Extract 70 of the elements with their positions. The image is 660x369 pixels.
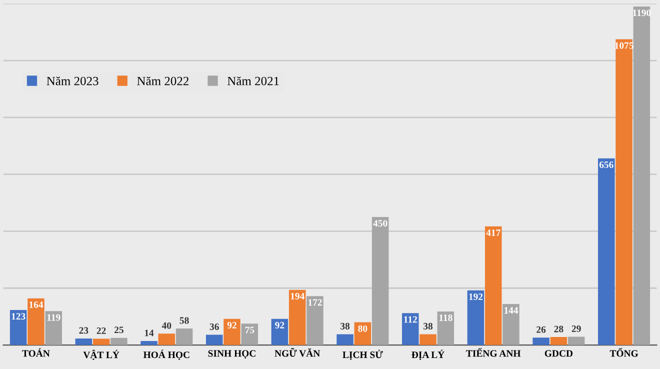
data-label: 36 (210, 323, 219, 330)
data-label: 123 (12, 313, 26, 320)
bar (550, 337, 568, 346)
data-label: 118 (439, 314, 452, 322)
bar (306, 296, 324, 346)
bar (336, 334, 354, 346)
bar (140, 341, 158, 346)
data-label: 26 (536, 326, 546, 333)
bar (176, 328, 193, 346)
bar (502, 304, 520, 346)
data-label: 656 (599, 162, 614, 168)
bar (420, 334, 436, 346)
bar (532, 338, 550, 346)
x-tick-label: VẬT LÝ (83, 350, 120, 360)
x-tick-label: NGỮ VĂN (274, 348, 320, 357)
bar (92, 338, 110, 346)
data-label: 25 (114, 326, 124, 334)
data-label: 112 (404, 316, 417, 323)
data-label: 38 (424, 322, 433, 330)
data-label: 172 (308, 299, 322, 306)
data-label: 80 (358, 325, 368, 332)
data-label: 28 (554, 326, 564, 332)
bar (467, 290, 484, 346)
bar (110, 338, 128, 346)
data-label: 58 (180, 317, 189, 324)
bar (241, 324, 258, 346)
bar (75, 338, 92, 346)
data-label: 192 (469, 293, 483, 300)
bar (288, 290, 306, 346)
bar (598, 158, 615, 346)
bar (45, 311, 62, 346)
x-tick-label: TIẾNG ANH (466, 348, 521, 357)
legend-label: Năm 2021 (227, 76, 279, 86)
data-label: 164 (29, 301, 44, 308)
data-label: 23 (79, 327, 88, 334)
bar (10, 310, 27, 346)
data-label: 38 (340, 322, 350, 330)
x-tick-label: ĐỊA LÝ (412, 350, 444, 360)
x-tick-label: SINH HỌC (208, 350, 256, 359)
data-label: 40 (162, 322, 172, 329)
bar (372, 217, 389, 346)
bar (568, 336, 585, 346)
data-label: 75 (245, 326, 254, 334)
bar (616, 39, 632, 346)
legend-label: Năm 2022 (137, 76, 188, 86)
data-label: 144 (504, 307, 518, 314)
data-label: 22 (96, 327, 106, 334)
x-tick-label: LỊCH SỬ (342, 350, 383, 360)
x-tick-label: TOÁN (22, 348, 50, 357)
bar (158, 334, 176, 346)
bar (206, 334, 223, 346)
bar (633, 6, 650, 346)
data-label: 450 (373, 220, 388, 227)
data-label: 92 (275, 322, 284, 328)
data-label: 14 (144, 330, 154, 336)
data-label: 194 (290, 292, 304, 300)
bar (437, 311, 454, 346)
data-label: 119 (47, 314, 60, 321)
bar (402, 313, 419, 346)
x-tick-label: HOÁ HỌC (143, 350, 190, 360)
legend-label: Năm 2023 (46, 76, 98, 86)
data-label: 29 (572, 325, 581, 332)
data-label: 92 (227, 322, 236, 328)
bar (271, 318, 288, 346)
x-tick-label: GDCD (544, 350, 573, 357)
x-tick-label: TỔNG (610, 348, 638, 357)
bar (484, 226, 502, 346)
bar (224, 318, 240, 346)
data-label: 417 (486, 230, 500, 236)
bar (28, 298, 44, 346)
